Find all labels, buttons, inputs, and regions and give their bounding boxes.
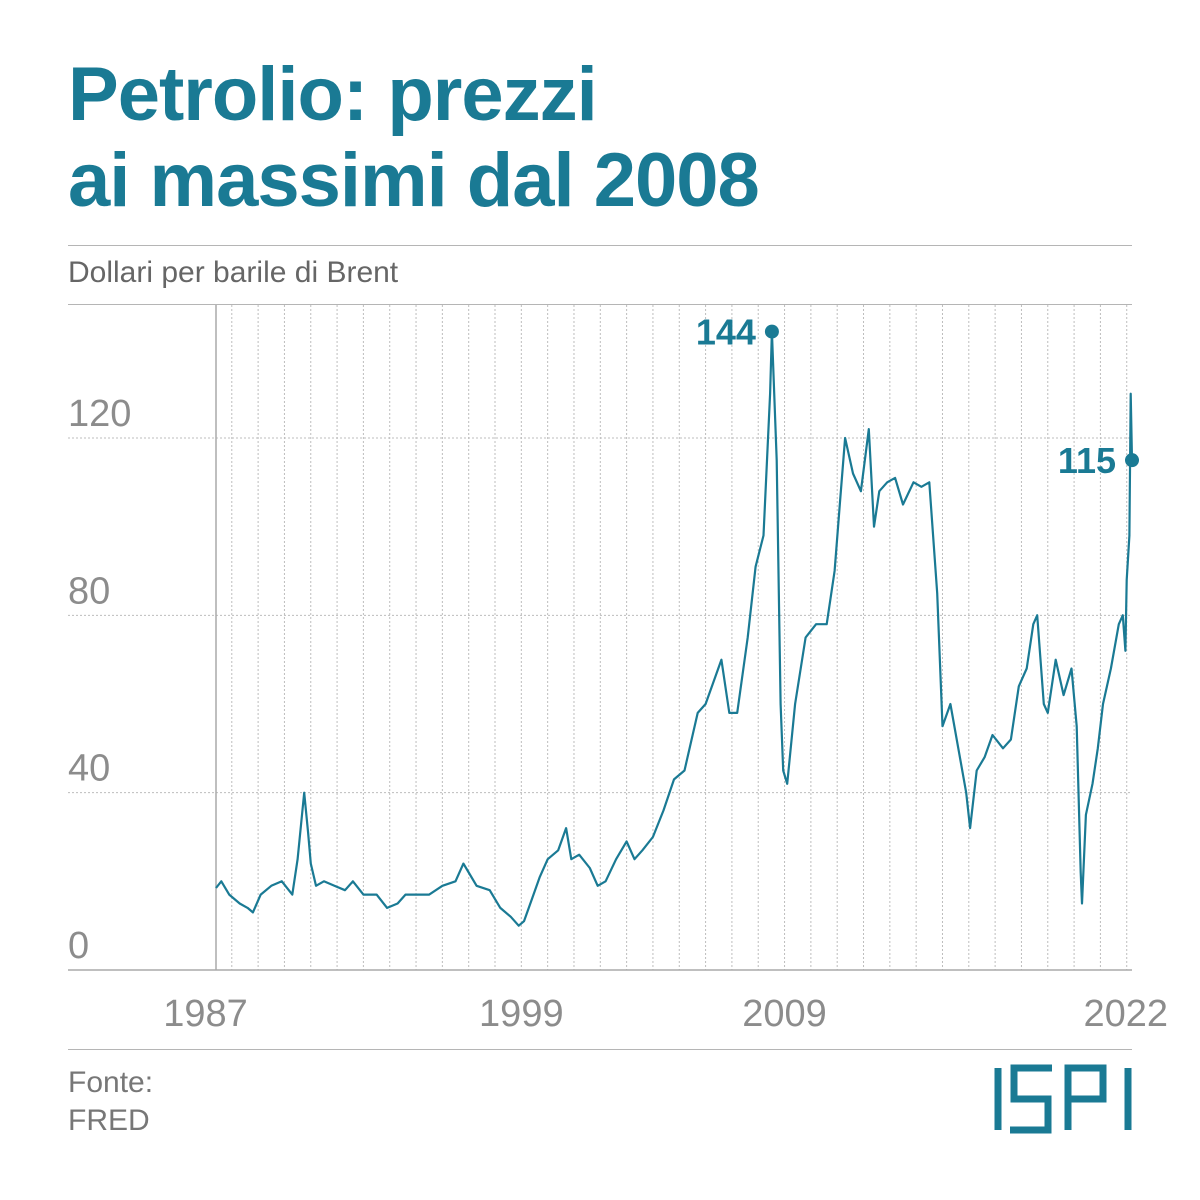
ispi-logo (994, 1064, 1132, 1134)
chart-title-line-1: Petrolio: prezzi (68, 52, 598, 137)
ispi-logo-mark (994, 1064, 1132, 1134)
annotation-label: 144 (696, 312, 756, 353)
y-tick-label: 120 (68, 393, 131, 435)
y-tick-label: 80 (68, 570, 110, 612)
source-name: FRED (68, 1104, 150, 1137)
x-tick-label: 2022 (1083, 993, 1168, 1035)
plot-top-divider (68, 304, 1132, 305)
y-tick-label: 40 (68, 748, 110, 790)
x-tick-label: 1999 (479, 993, 564, 1035)
source-note: Fonte: FRED (68, 1064, 153, 1140)
annotation-label: 115 (1058, 440, 1116, 481)
annotation-point (764, 324, 779, 339)
header-divider (68, 245, 1132, 246)
footer-divider (68, 1049, 1132, 1050)
annotation-point (1125, 453, 1139, 468)
x-tick-label: 1987 (163, 993, 248, 1035)
source-label: Fonte: (68, 1066, 154, 1099)
x-tick-label: 2009 (742, 993, 827, 1035)
chart-title-line-2: ai massimi dal 2008 (68, 138, 760, 223)
y-tick-label: 0 (68, 925, 89, 967)
price-series-line (215, 330, 1134, 927)
chart-subtitle: Dollari per barile di Brent (68, 256, 399, 289)
chart-title: Petrolio: prezzi ai massimi dal 2008 (68, 52, 1148, 224)
